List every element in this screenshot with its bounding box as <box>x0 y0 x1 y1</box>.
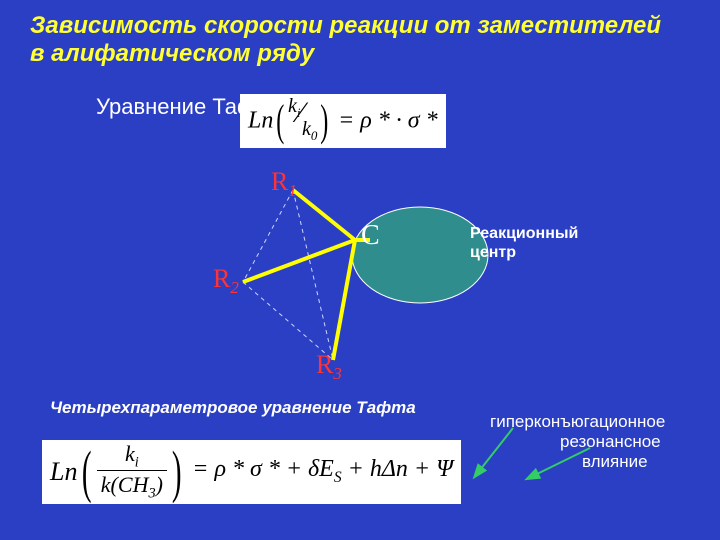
arrows-layer <box>0 0 720 540</box>
arrow-1 <box>480 428 513 470</box>
arrow-2 <box>535 448 590 475</box>
